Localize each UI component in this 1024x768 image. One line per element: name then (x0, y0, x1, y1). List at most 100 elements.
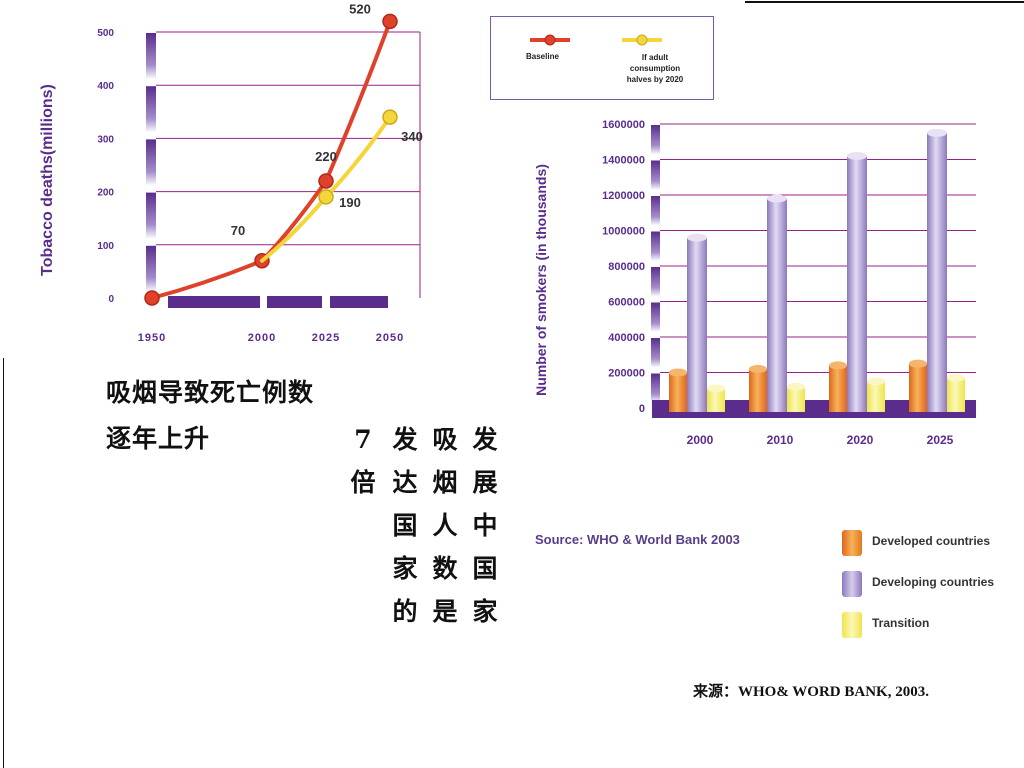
vertical-col-2: 吸烟人数是 (432, 425, 458, 626)
developing-swatch (842, 571, 862, 597)
x-tick-label: 2000 (687, 433, 714, 447)
vertical-col-1: 发展中国家 (472, 425, 498, 626)
x-tick-label: 2025 (312, 332, 340, 344)
y-axis-label: Tobacco deaths(millions) (39, 84, 56, 276)
bar (927, 132, 947, 412)
legend-developing: Developing countries (842, 571, 995, 597)
bar (947, 377, 965, 412)
bar-cap (787, 382, 805, 391)
legend-developed-label: Developed countries (872, 534, 991, 548)
y-axis-segment (146, 192, 156, 239)
bar-cap (847, 151, 867, 160)
legend-transition: Transition (842, 612, 930, 638)
x-tick-label: 1950 (138, 332, 166, 344)
bar-cap (829, 361, 847, 370)
y-axis-segment (651, 160, 660, 190)
bar (707, 388, 725, 412)
transition-swatch (842, 612, 862, 638)
data-point (318, 173, 334, 189)
x-axis-segment (267, 296, 322, 308)
bar-cap (927, 128, 947, 137)
caption-deaths-text: 吸烟导致死亡例数逐年上升 (106, 378, 315, 453)
y-tick-label: 500 (97, 28, 114, 39)
data-point (318, 189, 334, 205)
top-right-rule (745, 1, 1024, 3)
data-point (382, 109, 398, 125)
data-label: 520 (349, 1, 371, 16)
y-axis-segment (651, 302, 660, 332)
y-axis-segment (651, 267, 660, 297)
y-axis-segment (651, 338, 660, 368)
left-rule (3, 358, 4, 768)
y-tick-label: 200 (97, 188, 114, 199)
bar-cap (687, 233, 707, 242)
y-tick-label: 600000 (608, 297, 645, 309)
y-tick-label: 0 (108, 294, 114, 305)
bar-cap (707, 384, 725, 393)
y-axis-segment (146, 245, 156, 292)
y-tick-label: 200000 (608, 368, 645, 380)
bar (669, 372, 687, 412)
x-tick-label: 2050 (376, 332, 404, 344)
bar (867, 381, 885, 412)
y-tick-label: 1000000 (602, 226, 645, 238)
y-axis-segment (651, 125, 660, 155)
x-tick-label: 2020 (847, 433, 874, 447)
x-axis-segment (330, 296, 388, 308)
data-label: 340 (401, 129, 423, 144)
y-tick-label: 0 (639, 403, 645, 415)
bar (847, 155, 867, 412)
bar-cap (749, 364, 767, 373)
bar (767, 198, 787, 412)
y-tick-label: 100 (97, 241, 114, 252)
y-axis-segment (651, 196, 660, 226)
bar-cap (909, 359, 927, 368)
y-tick-label: 1200000 (602, 190, 645, 202)
legend-transition-label: Transition (872, 616, 930, 630)
bar (687, 237, 707, 412)
data-point (144, 290, 160, 306)
bar-cap (867, 377, 885, 386)
y-tick-label: 800000 (608, 261, 645, 273)
y-axis-segment (651, 373, 660, 403)
bar (749, 368, 767, 412)
tobacco-deaths-line-chart: 0 100 200 300 400 500 1950 2000 2025 2050 Tobacco … (39, 1, 423, 344)
x-tick-label: 2025 (927, 433, 954, 447)
series-line (150, 19, 392, 300)
legend-baseline-label: Baseline (526, 52, 559, 61)
y-axis-segment (651, 231, 660, 261)
y-axis-segment (146, 33, 156, 80)
y-axis-segment (146, 86, 156, 133)
y-tick-label: 1600000 (602, 119, 645, 131)
x-tick-label: 2010 (767, 433, 794, 447)
y-tick-label: 1400000 (602, 155, 645, 167)
footer-source: 来源：WHO& WORD BANK, 2003. (693, 684, 929, 700)
y-tick-label: 400000 (608, 332, 645, 344)
bar (909, 363, 927, 412)
legend-developed: Developed countries (842, 530, 991, 556)
bar (829, 365, 847, 412)
chart2-source: Source: WHO & World Bank 2003 (535, 532, 740, 547)
vertical-col-4: 7倍 (350, 425, 376, 497)
caption-deaths-rising: 吸烟导致死亡例数逐年上升 (106, 370, 316, 462)
x-axis-band (652, 400, 976, 418)
data-point (382, 13, 398, 30)
smokers-bar-chart: 0 200000 400000 600000 800000 1000000 1200000 1… (533, 119, 976, 447)
y-tick-label: 400 (97, 81, 114, 92)
bar (787, 386, 805, 412)
data-label: 190 (339, 195, 361, 210)
legend-developing-label: Developing countries (872, 575, 995, 589)
y-axis-segment (146, 139, 156, 186)
y-tick-label: 300 (97, 134, 114, 145)
vertical-col-3: 发达国家的 (392, 425, 418, 626)
y-axis-label: Number of smokers (in thousands) (533, 164, 549, 396)
developed-swatch (842, 530, 862, 556)
legend-halves-label: If adult consumption halves by 2020 (626, 53, 684, 84)
data-label: 70 (231, 223, 245, 238)
x-tick-label: 2000 (248, 332, 276, 344)
data-label: 220 (315, 149, 337, 164)
x-axis-segment (168, 296, 260, 308)
bar-cap (669, 368, 687, 377)
bar-cap (767, 194, 787, 203)
bar-cap (947, 373, 965, 382)
